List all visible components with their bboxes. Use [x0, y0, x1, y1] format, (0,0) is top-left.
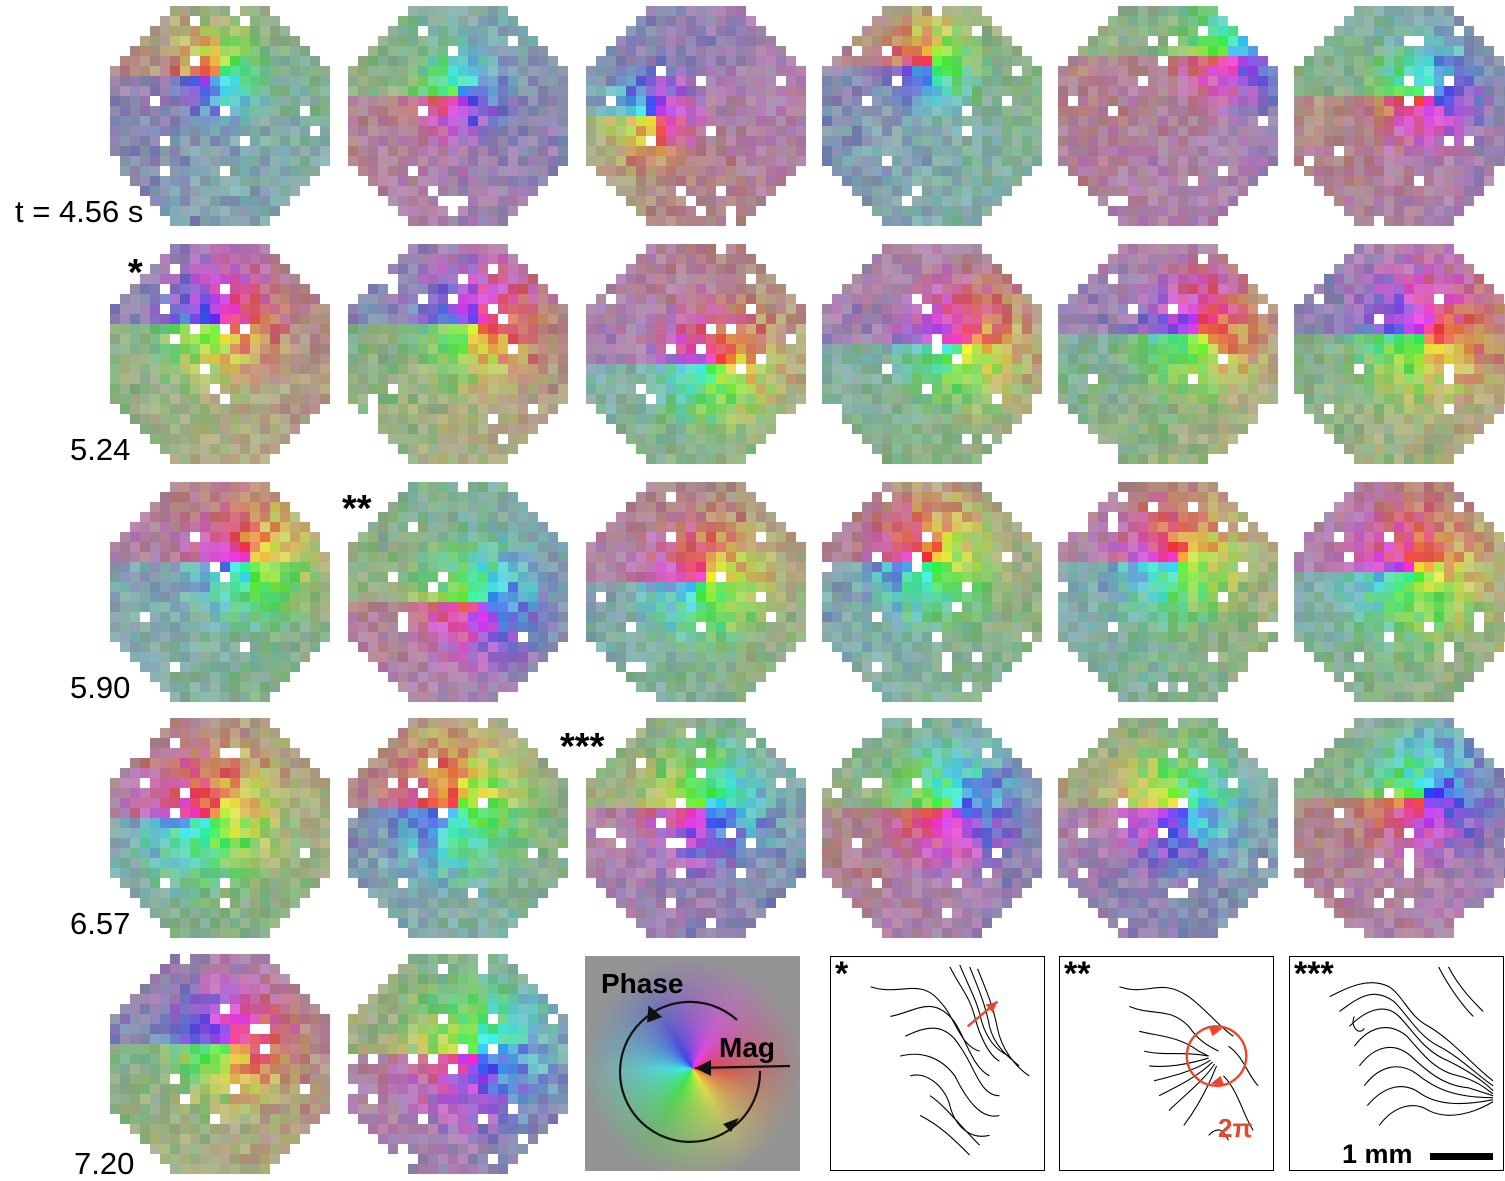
phase-map-canvas [348, 954, 568, 1174]
two-pi-label: 2π [1218, 1113, 1253, 1143]
phase-map-canvas [1294, 6, 1505, 226]
circle-arrowhead-1 [1208, 1026, 1223, 1037]
phase-map-panel [822, 718, 1042, 938]
phase-singularity-circle [1185, 1025, 1248, 1087]
phase-map-canvas [110, 954, 330, 1174]
star-marker-triple: *** [560, 726, 605, 768]
propagation-arrowhead [985, 1001, 998, 1013]
phase-map-canvas [586, 6, 806, 226]
phase-map-panel [1058, 482, 1278, 702]
star-marker-single: * [128, 252, 143, 294]
mag-label: Mag [719, 1032, 775, 1063]
phase-map-panel [110, 718, 330, 938]
phase-map-canvas [1058, 244, 1278, 464]
phase-map-panel [822, 244, 1042, 464]
scale-bar [1430, 1153, 1493, 1160]
phase-map-canvas [822, 718, 1042, 938]
phase-map-panel [348, 6, 568, 226]
phase-arrowhead-2 [723, 1118, 739, 1132]
phase-map-canvas [586, 718, 806, 938]
contour-panel-double: ** 2π [1059, 956, 1274, 1171]
phase-map-canvas [110, 482, 330, 702]
time-label-row-3: 5.90 [70, 670, 131, 705]
contour-panel-single: * [830, 956, 1045, 1171]
contour-panel-triple: *** 1 mm [1289, 956, 1504, 1171]
phase-map-panel [1294, 244, 1505, 464]
phase-map-canvas [822, 244, 1042, 464]
star-marker-double: ** [342, 488, 372, 530]
time-label-row-4: 6.57 [70, 906, 131, 941]
phase-map-canvas [586, 244, 806, 464]
phase-map-canvas [348, 244, 568, 464]
phase-map-panel [110, 6, 330, 226]
phase-map-panel [1294, 6, 1505, 226]
phase-map-panel [1058, 244, 1278, 464]
phase-map-panel [1294, 482, 1505, 702]
phase-map-panel [1294, 718, 1505, 938]
time-label-row-2: 5.24 [70, 432, 131, 467]
phase-map-panel [586, 6, 806, 226]
phase-map-canvas [1294, 718, 1505, 938]
legend-arrows [618, 1000, 791, 1143]
phase-map-canvas [348, 6, 568, 226]
phase-map-canvas [822, 6, 1042, 226]
phase-map-canvas [348, 718, 568, 938]
time-label-row-5: 7.20 [74, 1146, 135, 1181]
contour-lines-single [870, 964, 1030, 1156]
phase-map-panel [110, 954, 330, 1174]
phase-map-panel [348, 954, 568, 1174]
phase-map-panel [1058, 6, 1278, 226]
phase-map-canvas [1058, 718, 1278, 938]
phase-map-panel [110, 244, 330, 464]
phase-map-canvas [1058, 482, 1278, 702]
phase-map-canvas [110, 244, 330, 464]
phase-map-canvas [110, 718, 330, 938]
phase-map-panel [1058, 718, 1278, 938]
phase-arrowhead-1 [647, 1005, 663, 1023]
phase-map-panel [348, 718, 568, 938]
phase-map-canvas [110, 6, 330, 226]
phase-map-canvas [586, 482, 806, 702]
mag-arrowhead [695, 1060, 711, 1076]
phase-colorwheel-legend: Phase Mag [585, 956, 800, 1171]
phase-map-panel [110, 482, 330, 702]
phase-map-panel [348, 482, 568, 702]
phase-arc [618, 1000, 762, 1143]
phase-map-panel [586, 482, 806, 702]
phase-label: Phase [601, 968, 684, 999]
phase-map-canvas [348, 482, 568, 702]
scale-bar-label: 1 mm [1342, 1139, 1413, 1169]
contour-lines-double [1119, 986, 1259, 1141]
contour-marker-double: ** [1064, 955, 1091, 993]
phase-map-panel [348, 244, 568, 464]
contour-marker-triple: *** [1294, 955, 1334, 993]
phase-map-panel [586, 718, 806, 938]
phase-map-canvas [822, 482, 1042, 702]
phase-map-canvas [1058, 6, 1278, 226]
phase-map-canvas [1294, 482, 1505, 702]
phase-map-panel [822, 482, 1042, 702]
circle-arrowhead-2 [1210, 1075, 1225, 1086]
phase-map-panel [822, 6, 1042, 226]
time-label-row-1: t = 4.56 s [15, 194, 144, 229]
contour-lines-triple [1329, 966, 1494, 1126]
contour-marker-single: * [835, 955, 849, 993]
phase-map-panel [586, 244, 806, 464]
phase-map-canvas [1294, 244, 1505, 464]
